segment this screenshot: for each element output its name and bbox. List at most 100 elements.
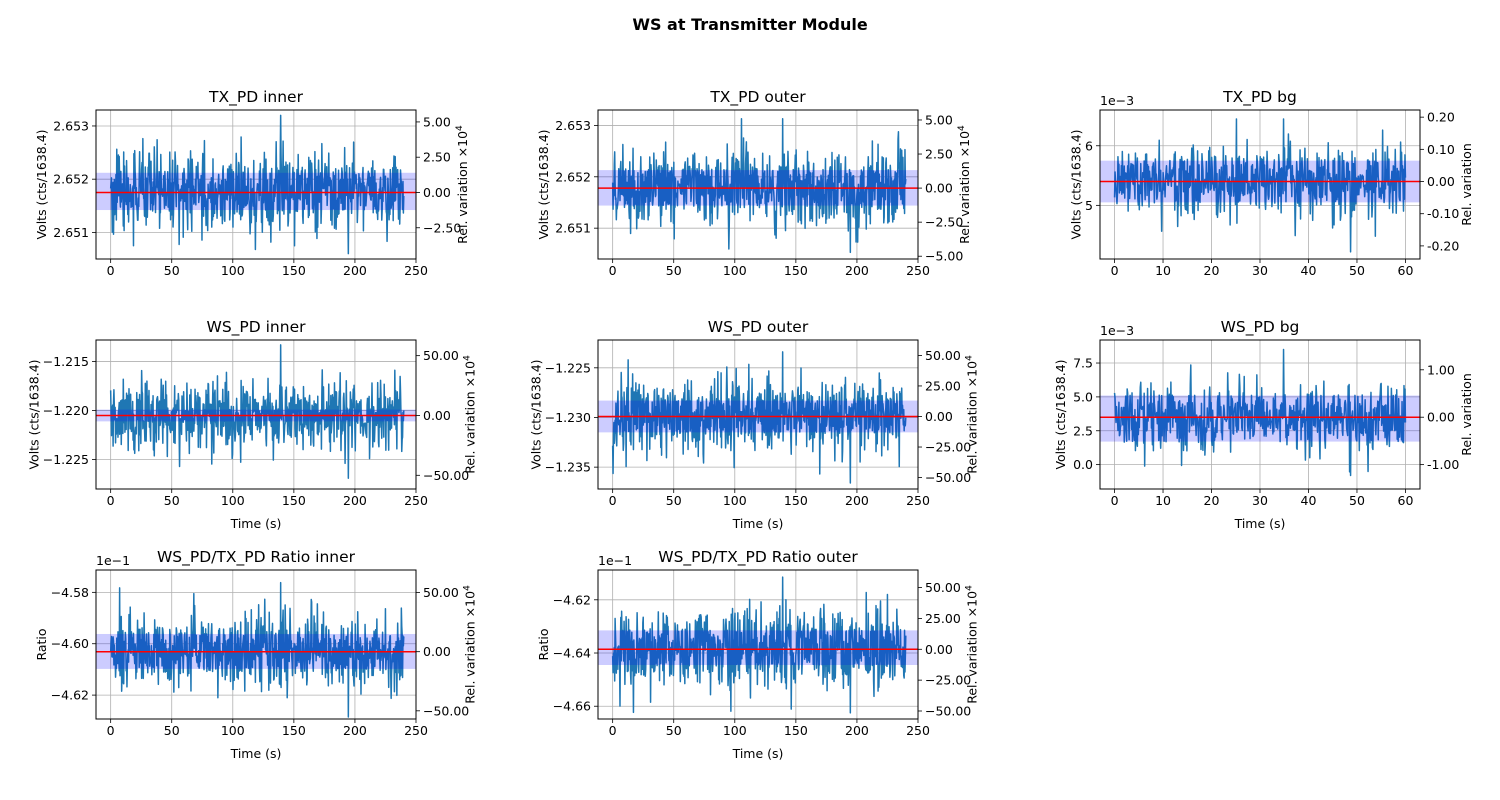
- y-tick-label: −4.62: [51, 688, 89, 703]
- y-tick-label: 6: [1085, 138, 1093, 153]
- y2-tick-label: 0.00: [925, 409, 953, 424]
- y2-tick-label: 50.00: [925, 348, 961, 363]
- series-line: [611, 351, 907, 484]
- y2-tick-label: 0.00: [925, 642, 953, 657]
- figure-suptitle: WS at Transmitter Module: [632, 15, 868, 34]
- y2-axis-label: Rel. variation ×104: [964, 355, 979, 474]
- x-axis-label: Time (s): [230, 516, 282, 531]
- y2-tick-label: 25.00: [925, 378, 961, 393]
- x-tick-label: 50: [666, 263, 682, 278]
- x-tick-label: 30: [1252, 493, 1268, 508]
- subplot-title: TX_PD outer: [709, 88, 806, 107]
- axes-frame: [95, 109, 417, 260]
- y2-tick-label: 0.00: [423, 185, 451, 200]
- y-axis-label: Volts (cts/1638.4): [1053, 359, 1068, 469]
- subplot-title: WS_PD/TX_PD Ratio outer: [658, 548, 858, 567]
- subplot-title: WS_PD outer: [708, 318, 809, 337]
- y2-tick-label: −2.50: [925, 215, 963, 230]
- x-tick-label: 100: [723, 723, 747, 738]
- x-tick-label: 200: [845, 493, 869, 508]
- x-tick-label: 30: [1252, 263, 1268, 278]
- subplot-title: WS_PD/TX_PD Ratio inner: [157, 548, 356, 567]
- x-tick-label: 60: [1398, 263, 1414, 278]
- x-tick-label: 50: [164, 263, 180, 278]
- x-tick-label: 10: [1155, 493, 1171, 508]
- y-tick-label: 2.651: [53, 225, 89, 240]
- x-tick-label: 0: [609, 493, 617, 508]
- series-line: [1113, 348, 1407, 477]
- x-tick-label: 150: [784, 493, 808, 508]
- y2-tick-label: 50.00: [925, 580, 961, 595]
- y-axis-label: Volts (cts/1638.4): [536, 129, 551, 239]
- y2-axis-label: Rel. variation ×104: [957, 125, 972, 244]
- subplot-tx-inner: 0 50 100 150 200 250 2.651 2.652 2.653 −2.50 0.00 2…: [34, 88, 470, 278]
- axes-frame: [597, 339, 919, 490]
- x-tick-label: 200: [343, 263, 367, 278]
- y-tick-label: −4.60: [51, 636, 89, 651]
- std-band: [598, 630, 918, 665]
- y-axis-label: Volts (cts/1638.4): [528, 359, 543, 469]
- x-tick-label: 20: [1204, 263, 1220, 278]
- x-tick-label: 150: [282, 723, 306, 738]
- std-band-group: [598, 630, 918, 665]
- x-tick-label: 150: [282, 493, 306, 508]
- y2-tick-label: −50.00: [423, 703, 469, 718]
- y2-tick-label: 0.00: [423, 644, 451, 659]
- x-tick-label: 250: [906, 723, 930, 738]
- y-tick-label: 2.653: [53, 118, 89, 133]
- x-tick-label: 150: [784, 263, 808, 278]
- y2-axis-label: Rel. variation ×104: [455, 125, 470, 244]
- x-tick-label: 40: [1301, 263, 1317, 278]
- series-line: [611, 117, 907, 254]
- subplot-title: WS_PD inner: [207, 318, 307, 337]
- x-tick-label: 150: [784, 723, 808, 738]
- y2-tick-label: -0.20: [1427, 238, 1459, 253]
- y-axis-label: Volts (cts/1638.4): [34, 129, 49, 239]
- subplot-title: TX_PD inner: [208, 88, 304, 107]
- x-axis-label: Time (s): [230, 746, 282, 761]
- y-axis-label: Ratio: [536, 628, 551, 660]
- x-tick-label: 0: [609, 263, 617, 278]
- y2-tick-label: 0.00: [925, 181, 953, 196]
- y2-tick-label: −5.00: [925, 249, 963, 264]
- y2-tick-label: 2.50: [423, 150, 451, 165]
- axes-frame: [95, 339, 417, 490]
- x-tick-label: 50: [666, 723, 682, 738]
- y2-tick-label: −50.00: [423, 468, 469, 483]
- y2-tick-label: -1.00: [1427, 457, 1459, 472]
- x-axis-label: Time (s): [732, 516, 784, 531]
- axes-frame: [597, 569, 919, 720]
- std-band-group: [96, 172, 416, 211]
- y-tick-label: −1.215: [43, 354, 89, 369]
- y-axis-label: Ratio: [34, 628, 49, 660]
- y2-tick-label: 5.00: [925, 112, 953, 127]
- x-tick-label: 200: [343, 723, 367, 738]
- y2-tick-label: 0.00: [1427, 174, 1455, 189]
- x-axis-label: Time (s): [732, 746, 784, 761]
- y-tick-label: −1.220: [43, 403, 89, 418]
- x-tick-label: 200: [845, 263, 869, 278]
- y-tick-label: −4.64: [553, 646, 591, 661]
- x-tick-label: 50: [666, 493, 682, 508]
- y-tick-label: 2.652: [53, 172, 89, 187]
- y-tick-label: −4.62: [553, 592, 591, 607]
- y-tick-label: 0.0: [1073, 457, 1093, 472]
- x-tick-label: 50: [164, 493, 180, 508]
- y2-tick-label: -0.10: [1427, 206, 1459, 221]
- x-tick-label: 0: [609, 723, 617, 738]
- x-tick-label: 50: [1349, 493, 1365, 508]
- x-tick-label: 100: [723, 263, 747, 278]
- y-tick-label: −4.58: [51, 585, 89, 600]
- x-tick-label: 40: [1301, 493, 1317, 508]
- x-tick-label: 100: [723, 493, 747, 508]
- subplot-ratio-outer: 0 50 100 150 200 250 −4.66 −4.64 −4.62 −50.00 −25.…: [536, 548, 979, 761]
- subplot-ws-bg: 0 10 20 30 40 50 60 0.0 2.5 5.0 7.5 -1.00 0.00 1.00 WS…: [1053, 318, 1474, 531]
- y-offset-text: 1e−3: [1100, 93, 1134, 108]
- y2-tick-label: −25.00: [925, 673, 971, 688]
- x-tick-label: 250: [404, 493, 428, 508]
- y-tick-label: −1.225: [43, 452, 89, 467]
- x-tick-label: 200: [343, 493, 367, 508]
- y-tick-label: 2.653: [555, 118, 591, 133]
- y2-tick-label: 50.00: [423, 585, 459, 600]
- subplot-ws-outer: 0 50 100 150 200 250 −1.235 −1.230 −1.225 −50.00 −…: [528, 318, 979, 531]
